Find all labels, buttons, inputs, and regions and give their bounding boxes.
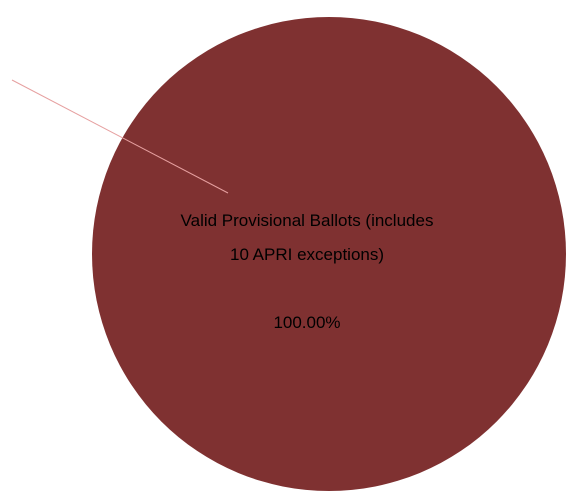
- pie-slice: [92, 17, 566, 491]
- slice-value-label: 100.00%: [273, 313, 341, 332]
- slice-label: Valid Provisional Ballots (includes 10 A…: [180, 211, 434, 264]
- leader-line: [11, 79, 229, 194]
